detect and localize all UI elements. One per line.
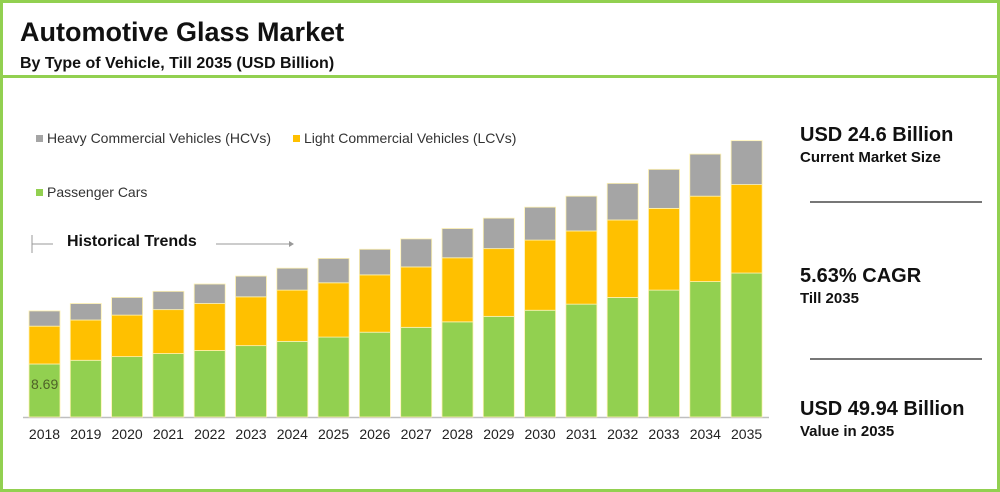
bar-pc-2033 <box>648 289 680 418</box>
x-tick-label: 2023 <box>235 426 266 442</box>
bar-lcv-2023 <box>235 296 267 347</box>
legend-swatch-pc <box>36 188 43 196</box>
bar-lcv-2024 <box>276 289 309 342</box>
historical-trends-label: Historical Trends <box>67 233 197 250</box>
bar-lcv-2032 <box>606 219 639 298</box>
bar-hcv-2023 <box>235 275 267 298</box>
bar-pc-2019 <box>69 359 102 418</box>
bar-hcv-2033 <box>648 168 680 209</box>
bar-hcv-2032 <box>606 182 639 221</box>
legend-item-hcv: Heavy Commercial Vehicles (HCVs) <box>36 130 271 146</box>
bar-pc-2035 <box>730 272 763 418</box>
stat-divider <box>810 358 982 360</box>
bar-hcv-2025 <box>317 257 350 284</box>
bar-pc-2034 <box>689 281 722 418</box>
legend-swatch-hcv <box>36 134 43 142</box>
x-tick-label: 2027 <box>401 426 432 442</box>
bar-hcv-2031 <box>565 195 598 232</box>
bar-lcv-2020 <box>111 314 143 358</box>
legend-swatch-lcv <box>293 134 300 142</box>
x-tick-label: 2025 <box>318 426 349 442</box>
stacked-bar-chart: 2018 2019 2020 2021 2022 2023 2024 2025 2026 2027… <box>23 140 769 442</box>
bar-pc-2030 <box>524 309 556 418</box>
stat-value: 5.63% CAGR <box>800 265 922 287</box>
x-tick-label: 2034 <box>690 426 721 442</box>
bar-hcv-2027 <box>400 238 433 268</box>
header-divider <box>3 75 997 78</box>
page-title: Automotive Glass Market <box>20 17 345 47</box>
bar-lcv-2019 <box>69 319 102 361</box>
x-tick-label: 2022 <box>194 426 225 442</box>
x-tick-label: 2020 <box>112 426 143 442</box>
bar-hcv-2019 <box>69 303 102 321</box>
x-tick-label: 2030 <box>525 426 556 442</box>
bar-pc-2022 <box>193 350 226 418</box>
bar-pc-2032 <box>606 297 639 418</box>
x-tick-label: 2033 <box>648 426 679 442</box>
bar-hcv-2030 <box>524 206 556 241</box>
bar-hcv-2026 <box>358 248 391 276</box>
x-tick-label: 2018 <box>29 426 60 442</box>
bar-pc-2028 <box>441 321 474 418</box>
x-tick-label: 2031 <box>566 426 597 442</box>
stat-label: Current Market Size <box>800 149 941 166</box>
stat-current-size: USD 24.6 Billion Current Market Size <box>800 124 953 166</box>
bar-hcv-2022 <box>193 283 226 304</box>
historical-trends-arrow-icon <box>31 235 294 253</box>
bar-pc-2031 <box>565 303 598 418</box>
bar-lcv-2027 <box>400 266 433 328</box>
bar-lcv-2031 <box>565 230 598 305</box>
bar-pc-2029 <box>482 315 515 418</box>
bar-hcv-2024 <box>276 267 309 291</box>
x-tick-label: 2035 <box>731 426 762 442</box>
x-tick-label: 2029 <box>483 426 514 442</box>
stat-label: Till 2035 <box>800 290 859 307</box>
bar-pc-2026 <box>358 331 391 418</box>
stat-label: Value in 2035 <box>800 423 895 440</box>
stat-value: USD 24.6 Billion <box>800 124 954 146</box>
bar-lcv-2033 <box>648 207 680 291</box>
bar-lcv-2022 <box>193 303 226 351</box>
bar-hcv-2029 <box>482 217 515 250</box>
bar-hcv-2020 <box>111 297 143 316</box>
x-tick-label: 2026 <box>359 426 390 442</box>
x-tick-label: 2032 <box>607 426 638 442</box>
bar-pc-2021 <box>152 353 185 418</box>
data-label: 8.69 <box>31 376 58 392</box>
bar-pc-2024 <box>276 340 309 418</box>
bar-hcv-2035 <box>730 140 763 185</box>
bar-lcv-2018 <box>28 325 61 365</box>
bar-lcv-2029 <box>482 248 515 317</box>
x-tick-label: 2028 <box>442 426 473 442</box>
bar-pc-2025 <box>317 336 350 418</box>
bar-hcv-2018 <box>28 310 61 327</box>
bar-hcv-2028 <box>441 228 474 259</box>
page-subtitle: By Type of Vehicle, Till 2035 (USD Billi… <box>20 55 335 72</box>
bar-lcv-2021 <box>152 309 185 354</box>
legend-item-lcv: Light Commercial Vehicles (LCVs) <box>293 130 516 146</box>
legend-label-lcv: Light Commercial Vehicles (LCVs) <box>304 130 517 146</box>
bar-pc-2027 <box>400 326 433 418</box>
bar-pc-2020 <box>111 356 143 418</box>
bar-lcv-2030 <box>524 239 556 311</box>
x-tick-label: 2024 <box>277 426 308 442</box>
stat-divider <box>810 201 982 203</box>
bar-lcv-2025 <box>317 282 350 338</box>
bar-lcv-2035 <box>730 184 763 274</box>
bar-lcv-2034 <box>689 195 722 282</box>
x-tick-label: 2021 <box>153 426 184 442</box>
bar-hcv-2034 <box>689 153 722 197</box>
legend-label-hcv: Heavy Commercial Vehicles (HCVs) <box>47 130 272 146</box>
bar-pc-2023 <box>235 345 267 418</box>
bar-lcv-2028 <box>441 257 474 323</box>
x-tick-label: 2019 <box>70 426 101 442</box>
legend-label-pc: Passenger Cars <box>47 184 148 200</box>
stat-cagr: 5.63% CAGR Till 2035 <box>800 265 921 307</box>
stat-value-2035: USD 49.94 Billion Value in 2035 <box>800 398 965 440</box>
stat-value: USD 49.94 Billion <box>800 398 965 420</box>
bar-lcv-2026 <box>358 274 391 333</box>
legend-item-pc: Passenger Cars <box>36 184 147 200</box>
bar-hcv-2021 <box>152 290 185 311</box>
